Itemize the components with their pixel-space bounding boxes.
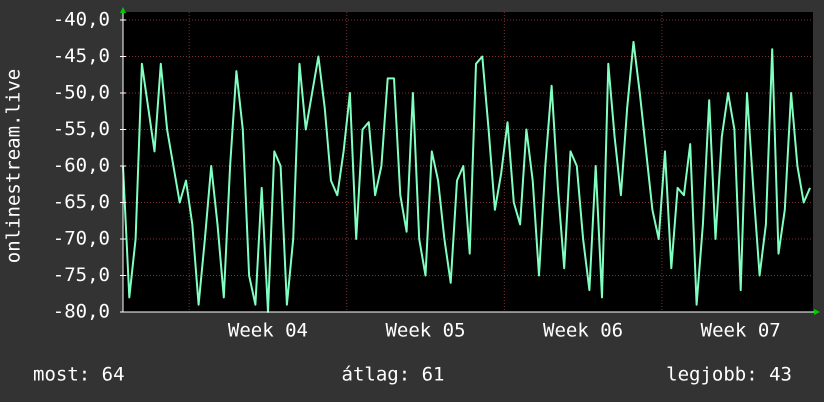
footer-stat: legjobb: 43 xyxy=(666,364,792,386)
y-axis-arrow xyxy=(120,7,126,13)
x-axis-arrow xyxy=(814,309,820,315)
x-tick-label: Week 07 xyxy=(701,320,781,342)
y-tick-label: -60,0 xyxy=(53,155,110,177)
footer-stat: most: 64 xyxy=(33,364,125,386)
y-tick-label: -45,0 xyxy=(53,45,110,67)
x-tick-label: Week 06 xyxy=(543,320,623,342)
y-tick-label: -65,0 xyxy=(53,191,110,213)
y-tick-label: -80,0 xyxy=(53,301,110,323)
series-line xyxy=(122,40,811,313)
y-tick-label: -55,0 xyxy=(53,118,110,140)
plot-area xyxy=(123,12,813,312)
x-tick-label: Week 04 xyxy=(228,320,308,342)
y-axis-label: onlinestream.live xyxy=(3,69,25,263)
y-tick-label: -75,0 xyxy=(53,264,110,286)
footer-stat: átlag: 61 xyxy=(342,364,445,386)
y-tick-label: -70,0 xyxy=(53,228,110,250)
x-tick-label: Week 05 xyxy=(385,320,465,342)
y-tick-label: -40,0 xyxy=(53,9,110,31)
plot xyxy=(122,12,813,313)
y-tick-label: -50,0 xyxy=(53,82,110,104)
